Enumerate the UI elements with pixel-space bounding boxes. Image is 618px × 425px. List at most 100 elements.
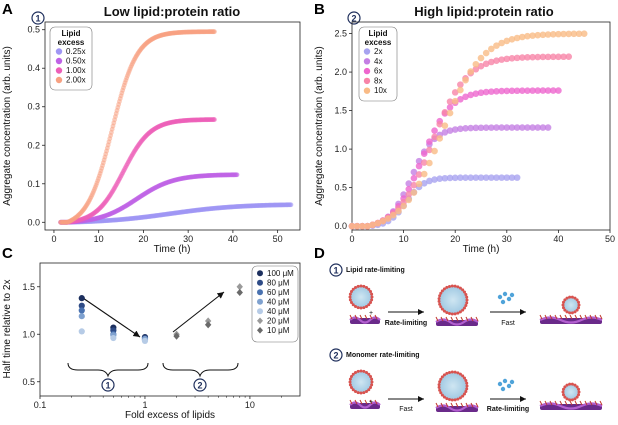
- data-point: [236, 283, 243, 291]
- fibril-spike: [359, 399, 363, 405]
- fibril-spike: [455, 402, 459, 408]
- lipid-head: [439, 291, 443, 295]
- lipid-head: [349, 375, 353, 378]
- trend-arrow-up: [172, 291, 225, 333]
- legend-title-2: excess: [58, 38, 85, 47]
- data-point: [78, 313, 85, 320]
- fibril-spike: [465, 402, 469, 408]
- panel-b-xlabel: Time (h): [463, 244, 500, 255]
- fibril-spike: [435, 402, 439, 408]
- legend-label: 0.25x: [66, 47, 86, 56]
- lipid-head: [442, 287, 446, 291]
- data-point: [477, 54, 485, 62]
- data-point: [359, 222, 366, 230]
- lipid-head: [445, 311, 449, 315]
- legend-box: [49, 26, 93, 91]
- lipid-head: [437, 385, 441, 389]
- data-point: [405, 191, 413, 198]
- fibril-spike: [544, 314, 548, 320]
- fibril-base: [350, 403, 380, 409]
- panel-b-title: High lipid:protein ratio: [414, 4, 553, 19]
- lipid-head: [458, 286, 462, 290]
- monomer: [509, 292, 515, 298]
- lipid-head: [356, 306, 360, 310]
- data-point: [518, 33, 526, 41]
- y-tick-label: 0.1: [27, 179, 40, 189]
- data-point: [508, 87, 516, 95]
- lipid-head: [568, 382, 572, 386]
- data-point: [462, 174, 469, 181]
- data-point: [410, 174, 418, 182]
- data-point: [451, 97, 459, 105]
- monomer: [506, 296, 512, 302]
- lipid-head: [453, 398, 457, 402]
- data-point: [467, 68, 474, 75]
- fibril-wave: [435, 404, 479, 412]
- fibril-spike: [435, 316, 439, 322]
- lipid-head: [439, 377, 443, 381]
- panel-d-schematic: D 1 Lipid rate-limiting + Rate-limiting …: [314, 245, 603, 413]
- fibril-spike: [594, 314, 598, 320]
- fibril-spike: [465, 316, 469, 322]
- data-point: [508, 35, 516, 43]
- schematic-row-1: [348, 284, 603, 326]
- monomer: [500, 299, 506, 305]
- fibril-spike: [450, 402, 454, 408]
- data-point: [493, 42, 500, 49]
- plot-frame: [44, 21, 301, 231]
- lipid-head: [442, 373, 446, 377]
- lipid-head: [365, 390, 368, 394]
- lipid-head: [563, 385, 567, 389]
- panel-a-label: A: [2, 1, 13, 18]
- data-point: [415, 180, 423, 188]
- data-point: [472, 65, 480, 73]
- fibril-spike: [539, 314, 543, 320]
- lipid-head: [356, 369, 360, 373]
- panel-c: C 0.1 1 10 0.5 1.0 1.5 1 2 Fold excess of lip…: [2, 245, 301, 421]
- data-point: [110, 334, 117, 342]
- data-point: [498, 39, 505, 47]
- data-point: [462, 76, 469, 84]
- lipid-head: [456, 397, 460, 401]
- legend-marker: [363, 48, 371, 55]
- data-point: [529, 53, 536, 61]
- legend-marker: [55, 57, 63, 65]
- lipid-head: [577, 300, 581, 304]
- lipid-head: [575, 298, 579, 302]
- y-tick-label: 0.0: [334, 221, 347, 231]
- legend-label: 2x: [374, 47, 382, 56]
- data-point: [420, 150, 428, 157]
- lipid-head: [351, 372, 355, 376]
- data-point: [477, 89, 485, 97]
- step-1a-label: Rate-limiting: [385, 320, 427, 327]
- lipid-head: [359, 306, 363, 310]
- data-point: [204, 317, 212, 325]
- lipid-head: [563, 298, 567, 302]
- data-point: [420, 180, 428, 187]
- data-point: [436, 120, 444, 128]
- y-tick-label: 0.4: [27, 63, 40, 73]
- trend-arrow-down: [79, 295, 141, 338]
- data-point: [529, 32, 536, 39]
- lipid-head: [577, 387, 581, 391]
- badge-circle: [193, 378, 207, 392]
- lipid-head: [575, 395, 579, 399]
- lipid-head: [439, 305, 443, 309]
- monomer: [506, 383, 512, 389]
- lipid-head: [362, 369, 366, 373]
- data-point: [482, 88, 490, 96]
- data-point: [513, 124, 521, 131]
- data-point: [395, 207, 402, 215]
- lipid-head: [367, 388, 371, 392]
- data-point: [234, 172, 240, 178]
- legend-marker: [257, 289, 263, 296]
- data-point: [212, 117, 217, 122]
- data-point: [539, 53, 547, 61]
- data-point: [524, 87, 531, 94]
- lipid-head: [563, 395, 567, 399]
- data-point: [441, 129, 449, 136]
- fibril-spike: [559, 314, 563, 320]
- data-point: [493, 57, 500, 64]
